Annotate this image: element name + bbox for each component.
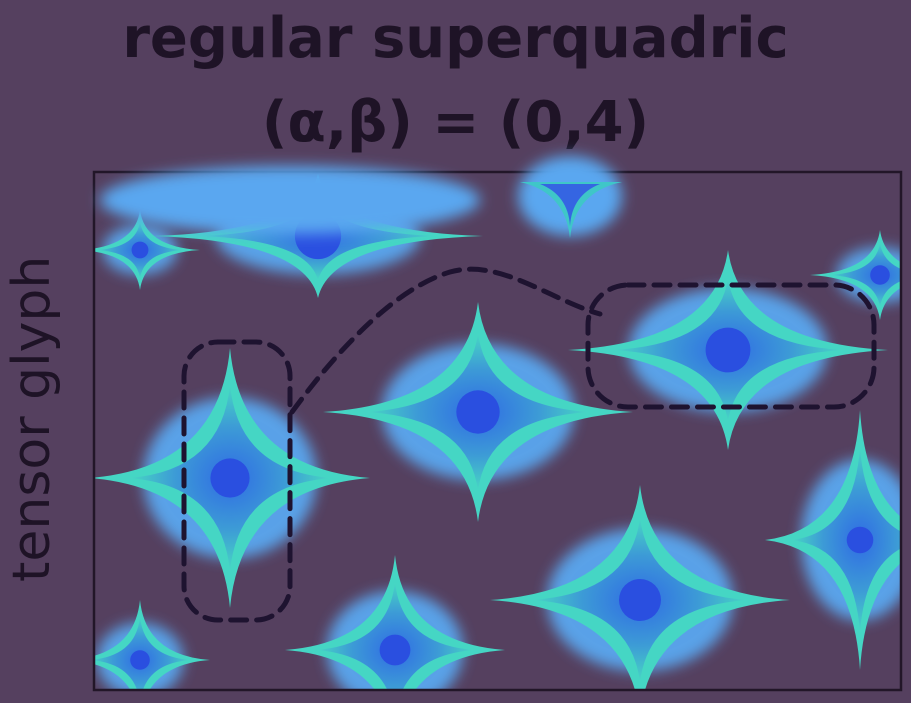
dashed-outline-left: [181, 339, 293, 623]
dashed-outline-right: [585, 282, 877, 410]
tensor-glyph: [94, 348, 370, 608]
tensor-glyph: [285, 555, 505, 690]
tensor-glyph: [765, 410, 901, 670]
title-line-2: (α,β) = (0,4): [261, 90, 650, 155]
title-line-1: regular superquadric: [122, 6, 789, 71]
dashed-connector: [289, 266, 603, 415]
tensor-glyph: [490, 485, 790, 690]
tensor-glyph: [94, 210, 200, 290]
tensor-glyph: [94, 600, 210, 690]
tensor-glyph: [323, 302, 633, 522]
plot-frame: [92, 170, 903, 692]
tensor-glyph: [810, 230, 901, 320]
tensor-glyph: [568, 250, 888, 450]
